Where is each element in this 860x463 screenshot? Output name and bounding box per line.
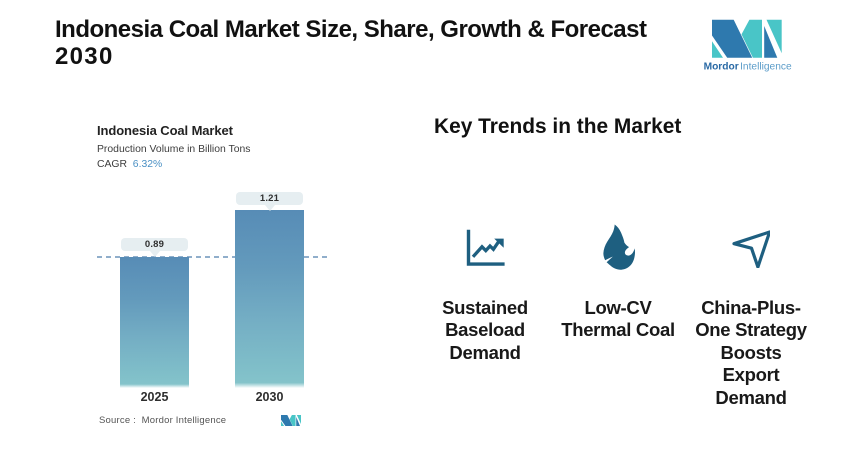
svg-text:MordorIntelligence: MordorIntelligence (704, 61, 792, 72)
